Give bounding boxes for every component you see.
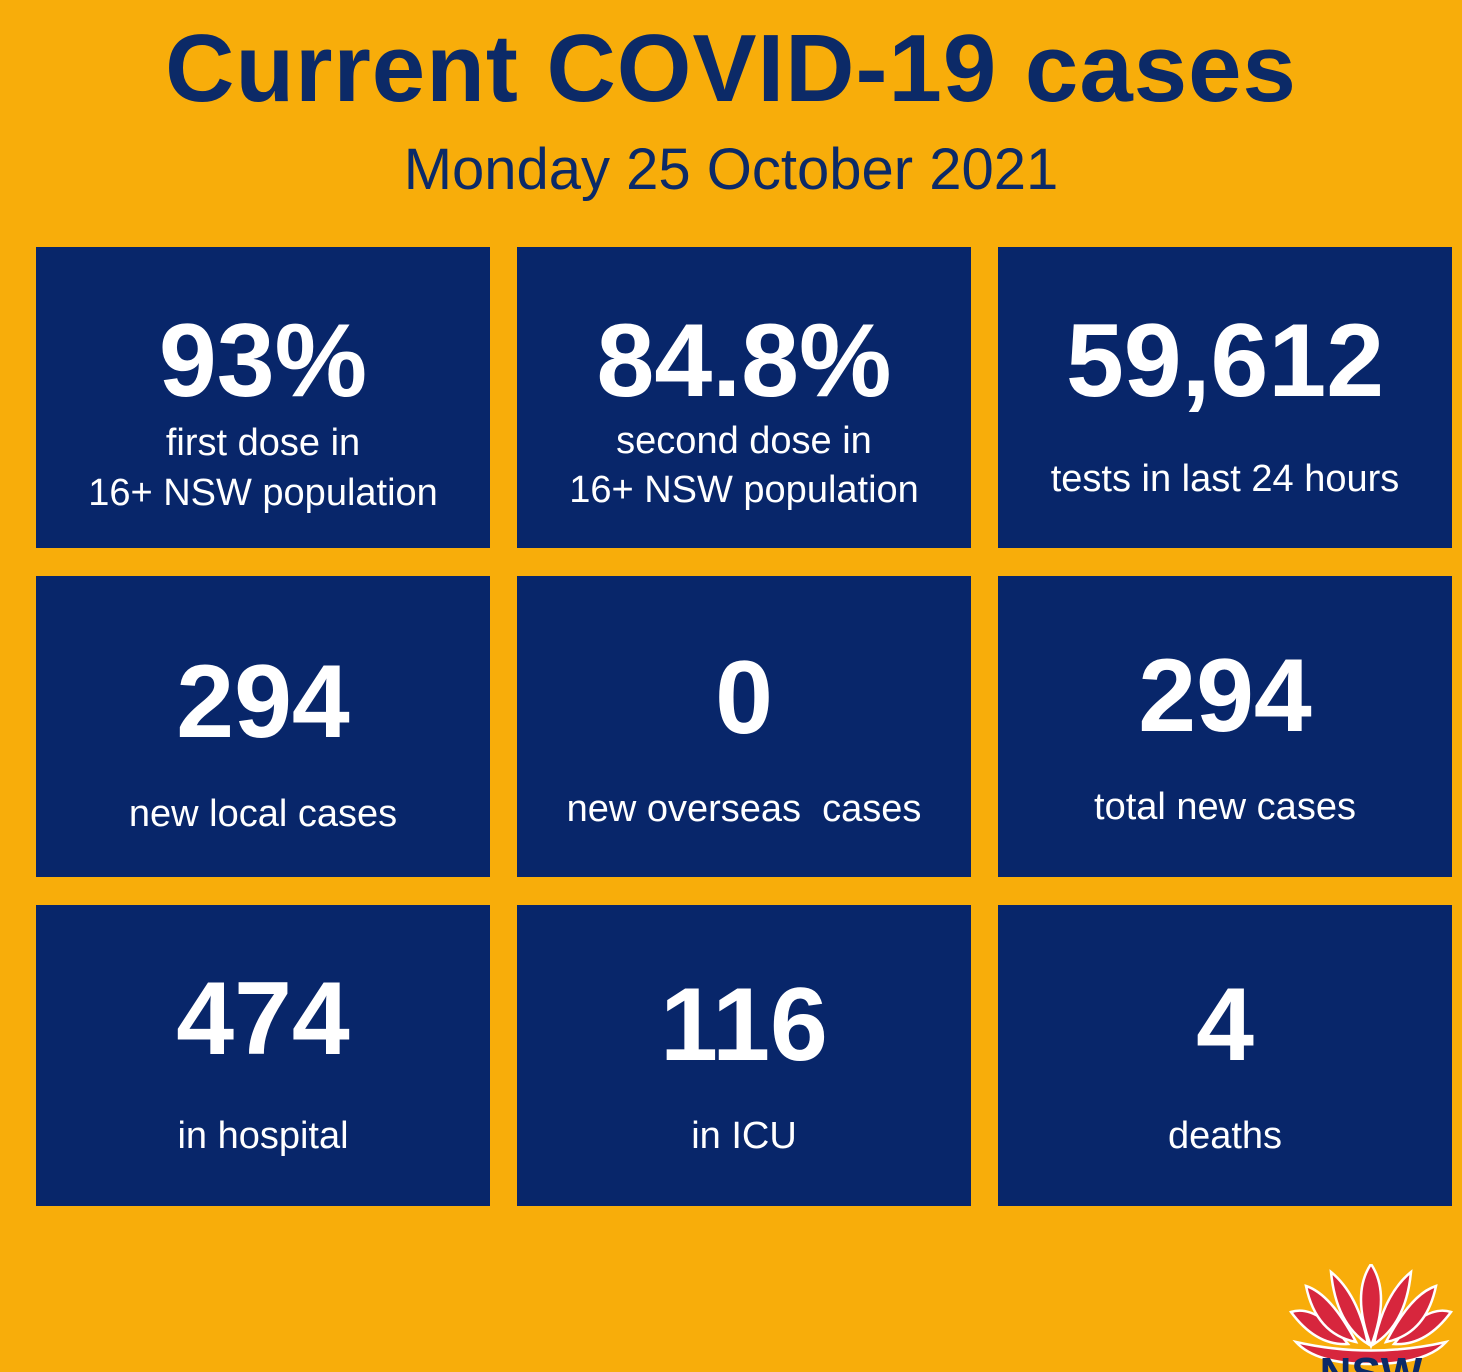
tile-label: deaths: [1167, 1115, 1283, 1157]
tile-label: tests in last 24 hours: [1050, 458, 1400, 500]
tile-value: 294: [1138, 638, 1312, 754]
tile-local-cases: 294 new local cases: [36, 576, 490, 877]
tile-label: new local cases: [128, 793, 398, 835]
tile-total-cases: 294 total new cases: [998, 576, 1452, 877]
tile-label: 16+ NSW population: [569, 469, 919, 511]
tile-value: 93%: [158, 303, 368, 419]
tile-value: 0: [715, 640, 773, 756]
tile-label: 16+ NSW population: [88, 472, 438, 514]
tile-label: total new cases: [1094, 786, 1356, 828]
tile-value: 4: [1196, 967, 1254, 1083]
tile-tests: 59,612 tests in last 24 hours: [998, 247, 1452, 548]
tile-value: 474: [176, 961, 350, 1077]
tile-value: 59,612: [1065, 303, 1385, 419]
tile-label: in hospital: [177, 1115, 349, 1157]
tile-second-dose: 84.8% second dose in 16+ NSW population: [517, 247, 971, 548]
waratah-icon: NSW: [1288, 1264, 1454, 1372]
tile-overseas-cases: 0 new overseas cases: [517, 576, 971, 877]
tile-label: first dose in: [165, 422, 361, 464]
tile-label: in ICU: [691, 1115, 797, 1157]
tile-value: 116: [660, 967, 828, 1083]
tile-value: 294: [176, 644, 350, 760]
tile-label: second dose in: [616, 420, 872, 462]
page-title: Current COVID-19 cases: [165, 15, 1297, 122]
tile-label: new overseas cases: [566, 788, 922, 830]
tile-hospital: 474 in hospital: [36, 905, 490, 1206]
tile-value: 84.8%: [596, 303, 892, 419]
tile-deaths: 4 deaths: [998, 905, 1452, 1206]
tile-first-dose: 93% first dose in 16+ NSW population: [36, 247, 490, 548]
tile-icu: 116 in ICU: [517, 905, 971, 1206]
svg-text:NSW: NSW: [1320, 1349, 1423, 1372]
page-date: Monday 25 October 2021: [403, 137, 1059, 202]
